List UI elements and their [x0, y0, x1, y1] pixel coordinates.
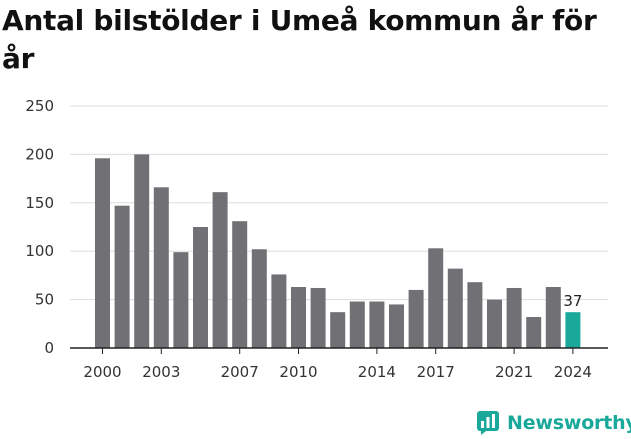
- y-tick-label: 50: [35, 291, 54, 309]
- x-tick-label: 2000: [83, 363, 121, 381]
- bar: [114, 205, 130, 348]
- y-axis-labels: 0 50 100 150 200 250: [25, 97, 54, 357]
- bar: [212, 192, 228, 348]
- bar: [271, 274, 287, 348]
- x-tick-label: 2024: [554, 363, 592, 381]
- brand-name: Newsworthy: [507, 412, 631, 434]
- y-tick-label: 250: [25, 97, 54, 115]
- bar: [173, 252, 189, 348]
- x-tick-label: 2021: [495, 363, 533, 381]
- y-tick-label: 150: [25, 194, 54, 212]
- x-tick-label: 2010: [279, 363, 317, 381]
- y-tick-label: 0: [44, 339, 54, 357]
- bar: [349, 301, 365, 348]
- x-tick-label: 2007: [221, 363, 259, 381]
- data-labels: 37: [563, 292, 582, 310]
- gridlines: [70, 105, 608, 301]
- chart-title: Antal bilstölder i Umeå kommun år för år: [2, 4, 597, 75]
- bar: [408, 289, 424, 348]
- newsworthy-logo[interactable]: Newsworthy: [476, 408, 631, 438]
- y-tick-label: 200: [25, 145, 54, 163]
- x-tick-label: 2014: [358, 363, 396, 381]
- bar: [467, 282, 483, 348]
- bar: [95, 158, 110, 348]
- x-tick-label: 2003: [142, 363, 180, 381]
- bar: [153, 187, 169, 348]
- bar: [369, 301, 385, 348]
- bars: [95, 154, 581, 348]
- bar: [447, 268, 463, 348]
- bar: [330, 312, 346, 348]
- bar: [526, 317, 542, 348]
- bar-highlight: [565, 312, 581, 348]
- newsworthy-chart-logo-icon: [477, 411, 499, 435]
- x-tick-label: 2017: [417, 363, 455, 381]
- bar: [545, 287, 561, 348]
- bar: [193, 227, 208, 348]
- bar: [310, 287, 326, 348]
- bar: [506, 287, 522, 348]
- x-axis-ticks: [102, 348, 574, 354]
- bar: [389, 304, 404, 348]
- bar: [428, 248, 444, 348]
- bar: [251, 249, 267, 348]
- x-axis-labels: 2000 2003 2007 2010 2014 2017 2021 2024: [83, 363, 592, 381]
- bar: [232, 221, 248, 348]
- data-label: 37: [563, 292, 582, 310]
- y-tick-label: 100: [25, 242, 54, 260]
- bar: [134, 154, 150, 348]
- bar: [487, 299, 502, 348]
- bar: [291, 287, 306, 348]
